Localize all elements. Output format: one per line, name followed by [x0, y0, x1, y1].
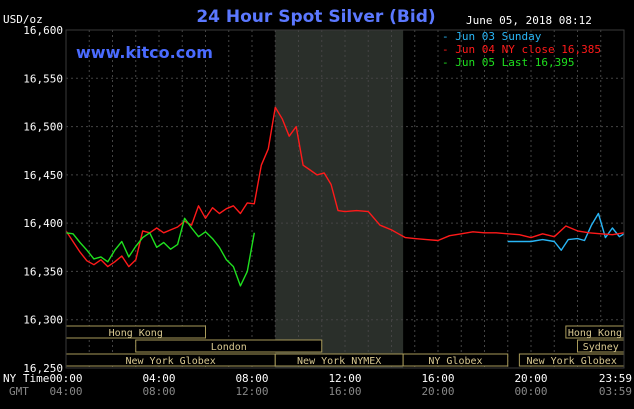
series-line-0	[507, 212, 625, 251]
y-tick-label: 16,250	[23, 362, 63, 375]
y-tick-label: 16,300	[23, 314, 63, 327]
x-tick-label-ny: 08:00	[235, 372, 268, 385]
series-layer	[65, 106, 625, 287]
y-tick-label: 16,550	[23, 72, 63, 85]
x-tick-label-ny: 04:00	[142, 372, 175, 385]
session-label: New York Globex	[527, 356, 617, 367]
watermark: www.kitco.com	[76, 43, 213, 62]
series-line-2	[65, 217, 255, 287]
x-tick-label-gmt: 12:00	[235, 385, 268, 398]
x-tick-label-gmt: 04:00	[49, 385, 82, 398]
legend: - Jun 03 Sunday- Jun 04 NY close 16,385-…	[442, 30, 601, 69]
session-label: Hong Kong	[109, 328, 163, 339]
session-label: Hong Kong	[568, 328, 622, 339]
session-label: New York Globex	[125, 356, 215, 367]
x-tick-label-ny: 00:00	[49, 372, 82, 385]
y-tick-label: 16,400	[23, 217, 63, 230]
ny-time-row-label: NY Time	[3, 372, 49, 385]
x-tick-label-ny: 12:00	[328, 372, 361, 385]
legend-entry-0: - Jun 03 Sunday	[442, 30, 542, 43]
x-tick-label-gmt: 16:00	[328, 385, 361, 398]
x-tick-label-gmt: 08:00	[142, 385, 175, 398]
session-bars-layer: Hong Kong London New York Globex New York N…	[65, 325, 625, 367]
session-label: London	[211, 342, 247, 353]
x-axis: 00:0004:0004:0008:0008:0012:0012:0016:00…	[49, 372, 632, 398]
y-tick-label: 16,600	[23, 24, 63, 37]
chart-title: 24 Hour Spot Silver (Bid)	[196, 7, 435, 27]
y-axis: 16,600 16,550 16,500 16,450 16,400 16,350 16,3…	[23, 24, 63, 375]
session-bar	[402, 353, 509, 367]
legend-entry-1: - Jun 04 NY close 16,385	[442, 43, 601, 56]
x-tick-label-ny: 16:00	[421, 372, 454, 385]
plot-border	[65, 29, 625, 369]
session-bar	[135, 339, 323, 353]
session-label: Sydney	[583, 342, 619, 353]
timestamp: June 05, 2018 08:12	[466, 14, 592, 27]
x-tick-label-gmt: 00:00	[514, 385, 547, 398]
y-tick-label: 16,500	[23, 121, 63, 134]
session-label: NY Globex	[428, 356, 482, 367]
session-label: New York NYMEX	[297, 356, 381, 367]
y-axis-label: USD/oz	[3, 13, 43, 26]
series-line-1	[65, 106, 625, 268]
shaded-session-layer	[275, 30, 404, 368]
x-tick-label-gmt: 20:00	[421, 385, 454, 398]
y-tick-label: 16,350	[23, 265, 63, 278]
x-tick-label-ny: 20:00	[514, 372, 547, 385]
y-tick-label: 16,450	[23, 169, 63, 182]
x-tick-label-ny: 23:59	[599, 372, 632, 385]
x-tick-label-gmt: 03:59	[599, 385, 632, 398]
legend-entry-2: - Jun 05 Last 16,395	[442, 56, 574, 69]
shaded-range-0	[275, 30, 404, 368]
gmt-row-label: GMT	[9, 385, 29, 398]
